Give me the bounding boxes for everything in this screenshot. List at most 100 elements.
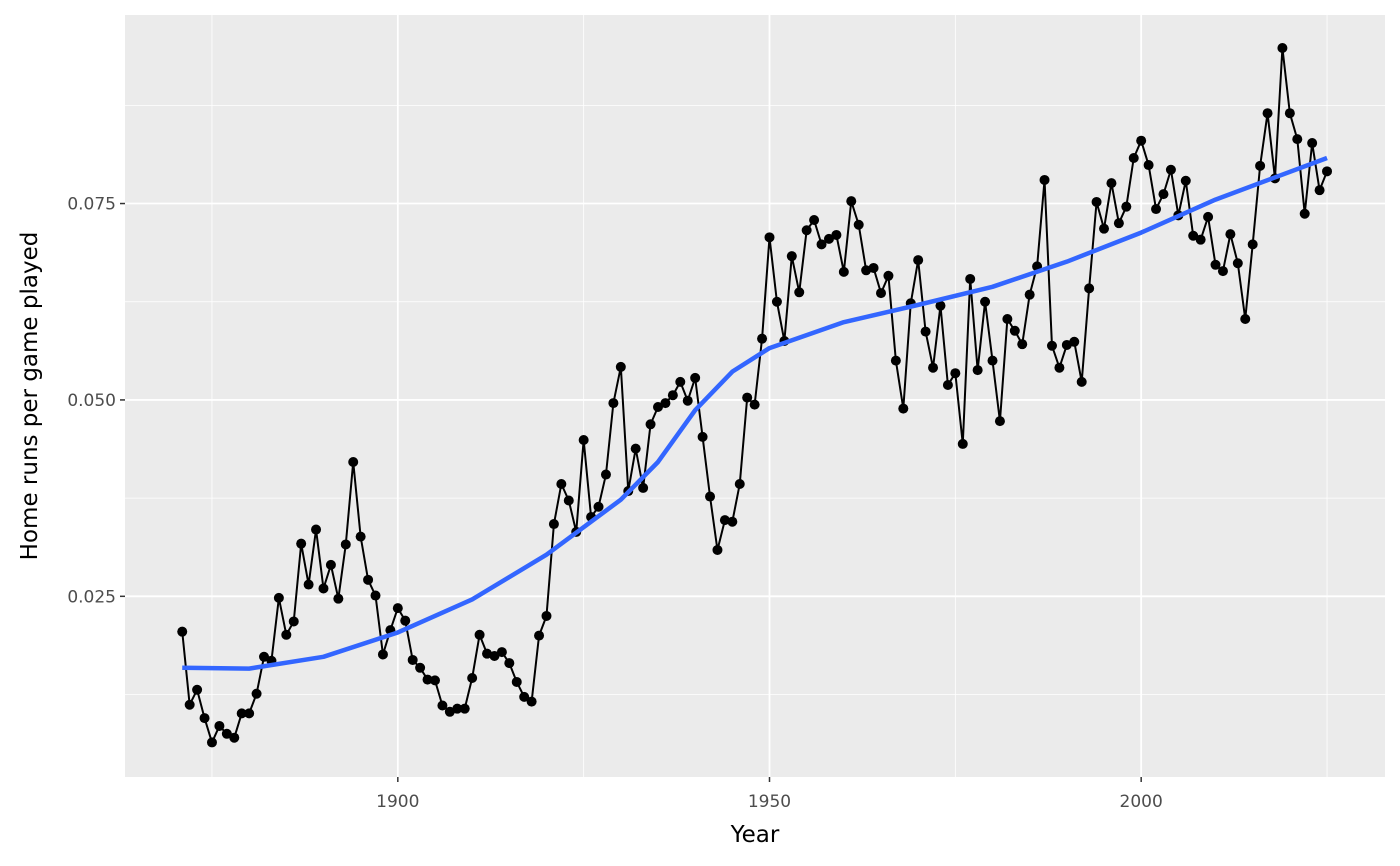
data-point	[1113, 218, 1124, 229]
data-point	[229, 732, 240, 743]
data-point	[1002, 314, 1013, 325]
data-point	[429, 675, 440, 686]
data-point	[288, 616, 299, 627]
data-point	[652, 401, 663, 412]
data-marks	[177, 42, 1333, 748]
x-tick-label: 2000	[1120, 792, 1163, 812]
data-point	[1046, 340, 1057, 351]
data-point	[578, 434, 589, 445]
data-point	[734, 478, 745, 489]
data-point	[236, 708, 247, 719]
data-point	[504, 658, 515, 669]
data-point	[898, 403, 909, 414]
data-point	[1009, 325, 1020, 336]
data-point	[615, 361, 626, 372]
data-point	[467, 673, 478, 684]
data-point	[244, 708, 255, 719]
data-point	[697, 431, 708, 442]
data-point	[318, 583, 329, 594]
data-point	[1017, 339, 1028, 350]
data-point	[199, 713, 210, 724]
data-point	[519, 691, 530, 702]
x-tick-label: 1950	[748, 792, 791, 812]
data-point	[1143, 160, 1154, 171]
data-point	[794, 287, 805, 298]
data-point	[630, 443, 641, 454]
data-point	[221, 728, 232, 739]
data-point	[838, 266, 849, 277]
data-point	[355, 531, 366, 542]
data-point	[459, 703, 470, 714]
data-point	[526, 696, 537, 707]
data-point	[192, 684, 203, 695]
data-point	[868, 262, 879, 273]
data-point	[1322, 166, 1333, 177]
data-point	[1292, 134, 1303, 145]
data-point	[846, 196, 857, 207]
data-point	[452, 703, 463, 714]
data-point	[437, 700, 448, 711]
data-point	[296, 538, 307, 549]
data-point	[1158, 189, 1169, 200]
data-point	[1106, 178, 1117, 189]
data-point	[675, 376, 686, 387]
data-point	[1128, 152, 1139, 163]
data-point	[994, 416, 1005, 427]
data-point	[325, 559, 336, 570]
data-point	[534, 630, 545, 641]
data-point	[638, 482, 649, 493]
x-tick-label: 1900	[376, 792, 419, 812]
data-point	[823, 233, 834, 244]
data-point	[645, 419, 656, 430]
data-point	[1262, 108, 1273, 119]
data-point	[1151, 204, 1162, 215]
y-tick-label: 0.075	[67, 195, 116, 215]
data-point	[177, 626, 188, 637]
data-point	[727, 516, 738, 527]
data-point	[1284, 108, 1295, 119]
y-tick-label: 0.050	[67, 391, 116, 411]
data-point	[273, 592, 284, 603]
data-point	[980, 296, 991, 307]
data-point	[987, 355, 998, 366]
data-point	[1024, 289, 1035, 300]
data-point	[1277, 42, 1288, 53]
data-point	[771, 296, 782, 307]
data-point	[422, 674, 433, 685]
data-point	[1165, 164, 1176, 175]
data-point	[876, 288, 886, 299]
data-point	[757, 333, 768, 344]
data-point	[801, 225, 812, 236]
data-point	[311, 524, 322, 535]
data-point	[742, 392, 753, 403]
data-point	[556, 478, 567, 489]
data-point	[853, 219, 864, 230]
data-point	[660, 398, 671, 409]
data-point	[809, 215, 820, 226]
data-point	[816, 239, 827, 250]
data-point	[1069, 336, 1080, 347]
data-point	[1210, 259, 1221, 270]
data-point	[1039, 174, 1050, 185]
smooth-line	[182, 155, 1328, 671]
data-point	[259, 651, 270, 662]
data-point	[831, 229, 842, 240]
data-point	[1255, 160, 1266, 171]
data-point	[281, 629, 292, 640]
data-point	[496, 647, 507, 658]
data-point	[1180, 175, 1191, 186]
data-point	[1136, 135, 1147, 146]
data-point	[1121, 201, 1132, 212]
data-point	[474, 629, 485, 640]
data-point	[1225, 229, 1236, 240]
data-point	[1203, 211, 1214, 222]
data-point	[392, 603, 403, 614]
data-point	[913, 255, 924, 266]
data-point	[608, 398, 619, 409]
data-point	[1099, 223, 1110, 234]
data-point	[749, 399, 760, 410]
data-point	[690, 372, 701, 383]
data-point	[1091, 196, 1102, 207]
data-point	[764, 232, 775, 243]
data-point	[1240, 314, 1251, 325]
